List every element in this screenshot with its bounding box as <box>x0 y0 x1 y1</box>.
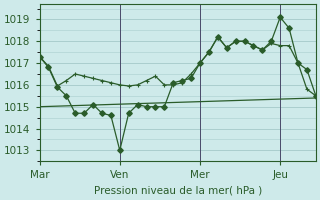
X-axis label: Pression niveau de la mer( hPa ): Pression niveau de la mer( hPa ) <box>93 186 262 196</box>
